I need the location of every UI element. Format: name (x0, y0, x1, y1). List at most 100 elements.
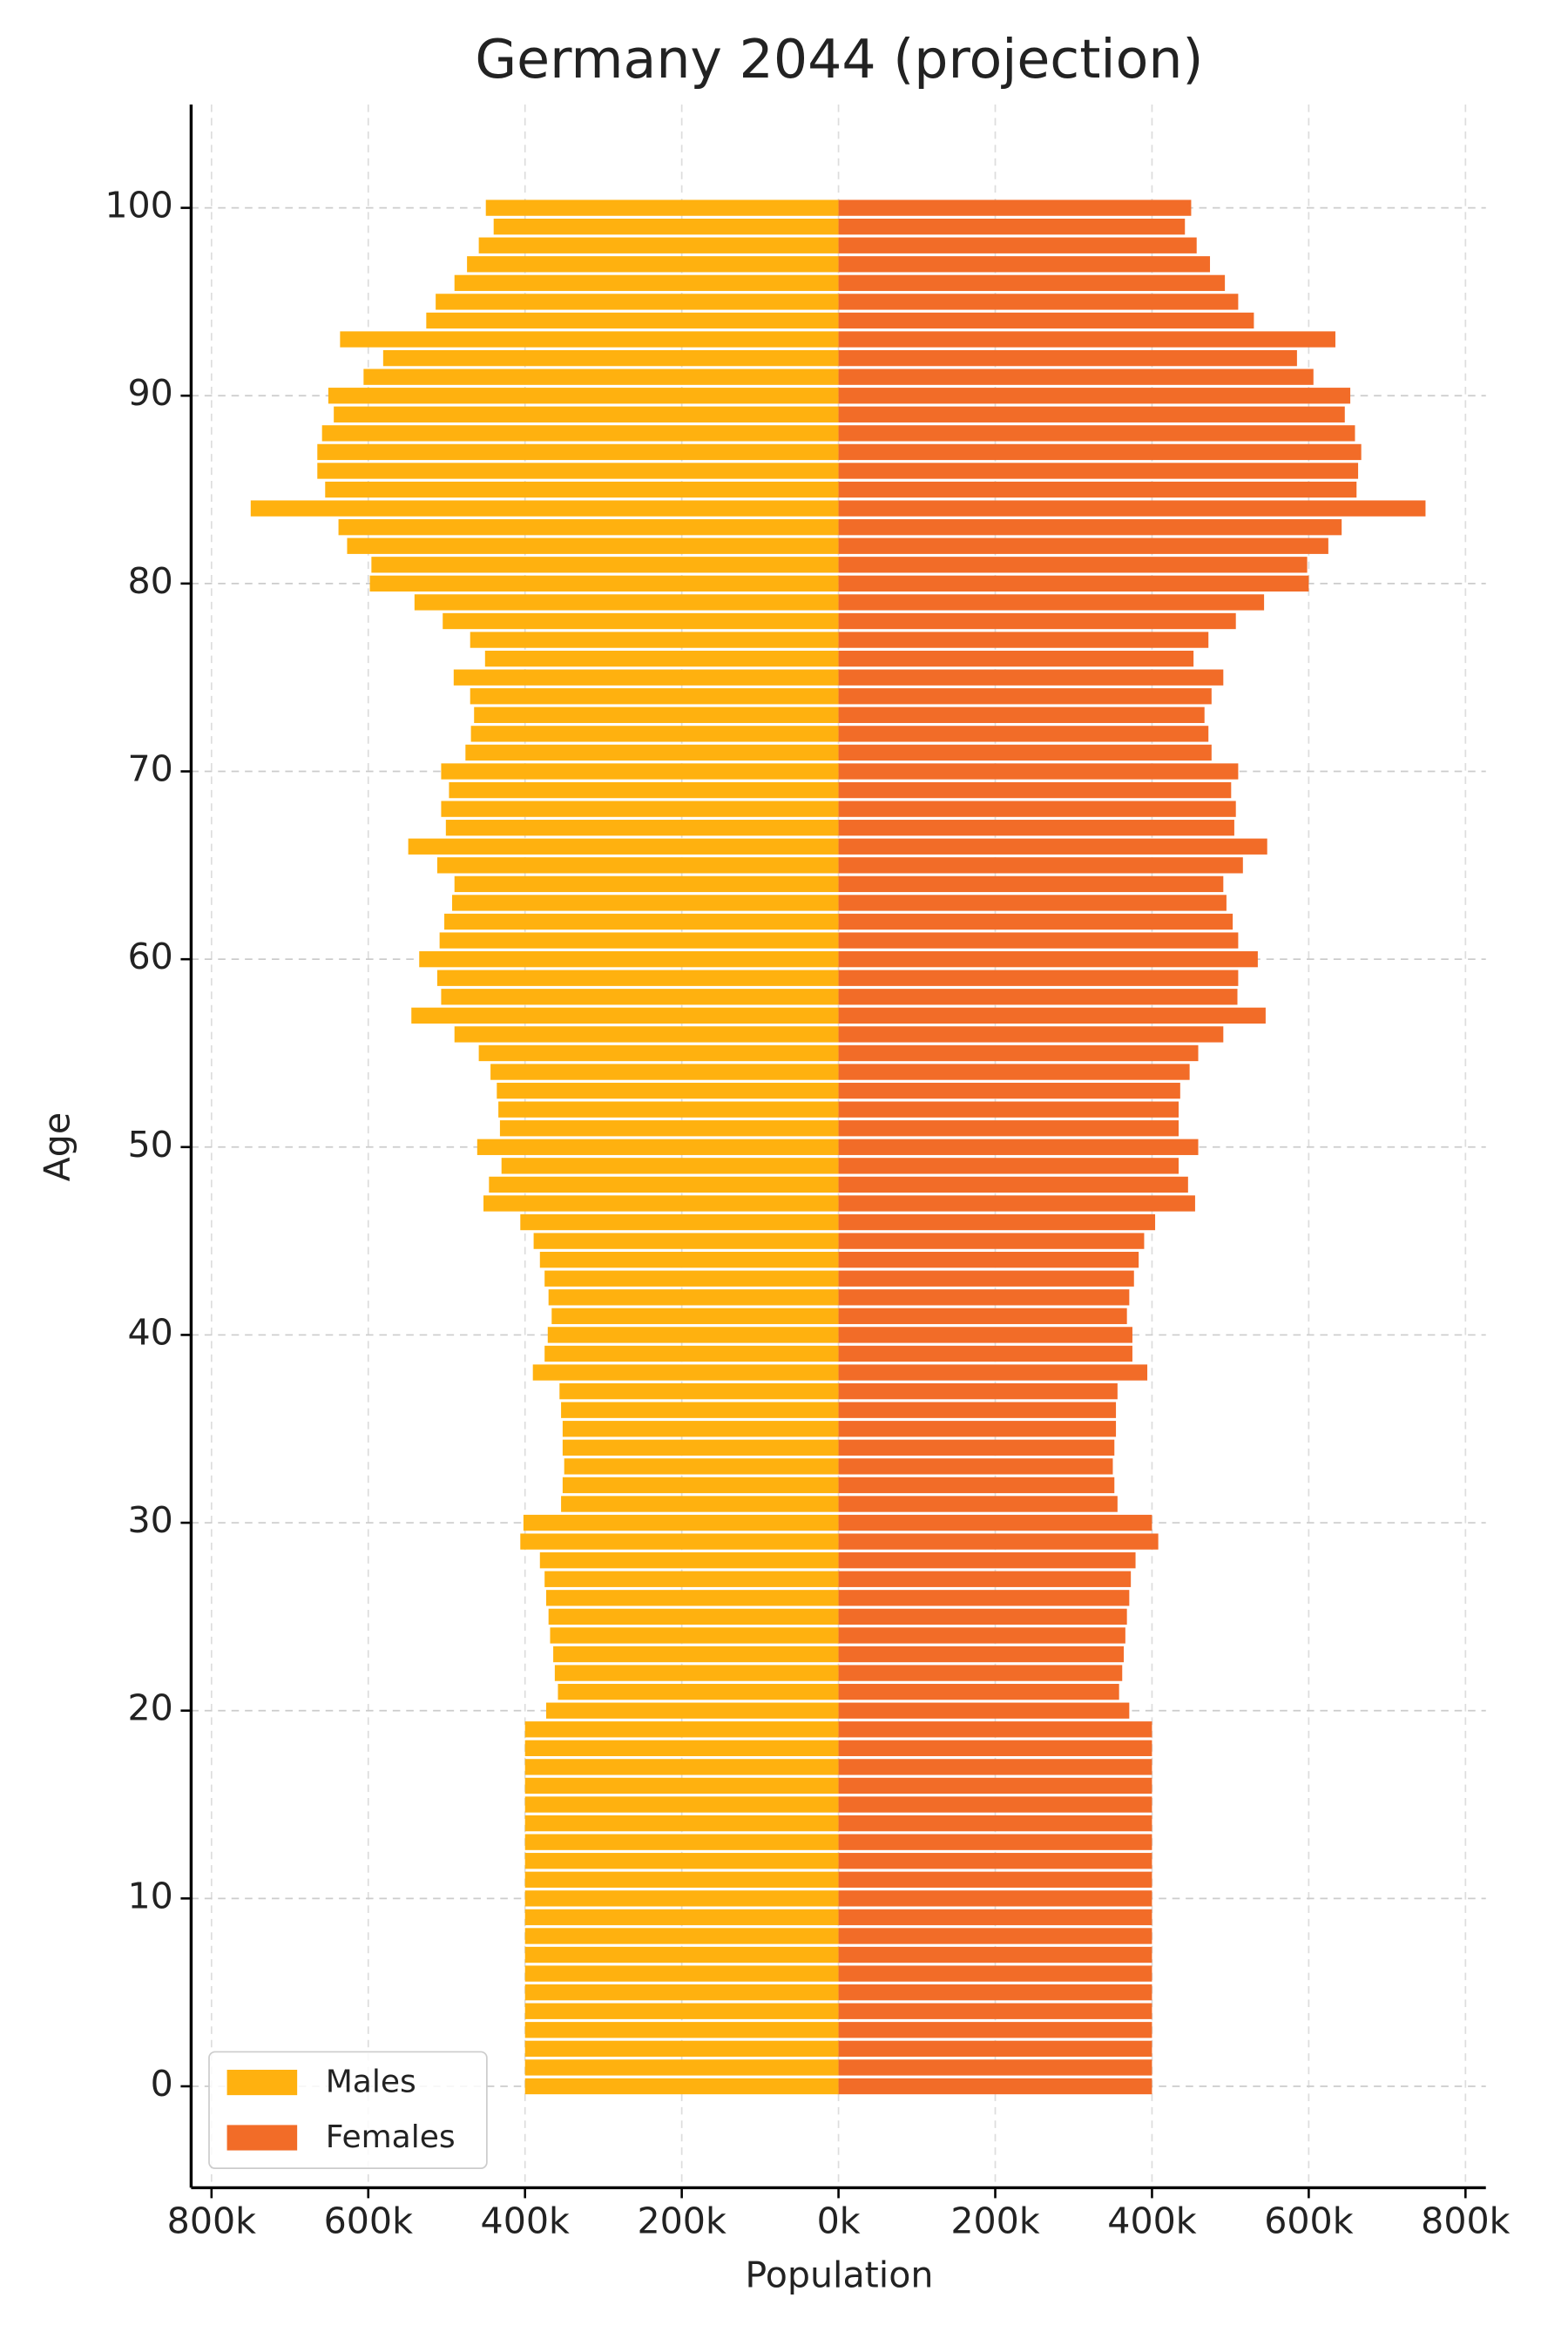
bar (838, 519, 1342, 536)
bar (524, 1965, 839, 1982)
x-tick-label: 0k (817, 2200, 861, 2242)
bar (484, 650, 839, 667)
bar (838, 1702, 1130, 1719)
legend-swatch (226, 2070, 298, 2096)
bar (838, 1402, 1117, 1418)
y-axis-label: Age (37, 1112, 78, 1182)
bar (554, 1665, 839, 1681)
bar (838, 1909, 1152, 1926)
bar (414, 594, 839, 611)
bar (490, 1064, 839, 1080)
bar (363, 368, 839, 385)
bar (838, 1608, 1127, 1625)
bar (545, 1590, 839, 1606)
bar (838, 1777, 1152, 1794)
bar (485, 199, 839, 216)
bar (558, 1683, 839, 1700)
x-axis-label: Population (745, 2254, 933, 2295)
x-tick-label: 800k (1421, 2200, 1510, 2242)
bar (838, 1477, 1115, 1494)
bar (838, 1364, 1148, 1381)
bar (524, 1721, 839, 1738)
bar (426, 312, 839, 329)
bar (562, 1439, 839, 1456)
bar (524, 1759, 839, 1775)
bar (559, 1382, 839, 1400)
bar (371, 557, 839, 573)
bar (838, 1721, 1152, 1738)
bar (449, 781, 839, 799)
bar (499, 1120, 839, 1137)
bar (562, 1477, 839, 1494)
bar (561, 1496, 839, 1512)
bar (838, 331, 1335, 348)
bar (838, 970, 1239, 986)
bar (444, 913, 839, 930)
bar (838, 857, 1243, 874)
y-tick-label: 50 (128, 1124, 173, 1166)
bar (328, 388, 839, 404)
bar (524, 1871, 839, 1888)
bar (838, 1101, 1179, 1118)
y-tick-label: 40 (128, 1311, 173, 1353)
bar (838, 763, 1239, 780)
bar (838, 388, 1351, 404)
bar (838, 1571, 1132, 1587)
bar (436, 294, 839, 310)
bar (544, 1571, 839, 1587)
bar (483, 1195, 839, 1212)
bar (439, 932, 839, 949)
bar (838, 256, 1211, 273)
x-tick-label: 200k (637, 2200, 726, 2242)
bar (369, 575, 839, 592)
bar (838, 650, 1194, 667)
y-tick-label: 60 (128, 936, 173, 977)
bar (334, 406, 839, 422)
bar (838, 1740, 1152, 1756)
bar (838, 1382, 1118, 1400)
bar (250, 500, 839, 517)
bar (838, 594, 1265, 611)
bar (838, 2022, 1152, 2038)
bar (838, 1759, 1152, 1775)
bar (419, 950, 839, 968)
y-tick-label: 90 (128, 372, 173, 414)
y-tick-label: 20 (128, 1687, 173, 1729)
bar (838, 1514, 1152, 1531)
bar (838, 2059, 1152, 2076)
bar (838, 1815, 1152, 1832)
legend-swatch (226, 2125, 298, 2151)
bar (838, 1796, 1152, 1813)
bar (476, 1139, 839, 1155)
bar (524, 1796, 839, 1813)
bar (441, 989, 839, 1005)
y-tick-label: 30 (128, 1499, 173, 1541)
bar (465, 744, 839, 761)
bar (838, 425, 1355, 442)
chart-title: Germany 2044 (projection) (475, 28, 1203, 91)
bar (520, 1213, 839, 1231)
bar (838, 557, 1308, 573)
bar (474, 706, 839, 723)
bar (441, 763, 839, 780)
bar (524, 2040, 839, 2058)
bar (408, 838, 839, 855)
bar (551, 1308, 839, 1325)
bar (838, 950, 1258, 968)
bar (441, 801, 839, 817)
x-tick-label: 400k (1107, 2200, 1196, 2242)
bar (524, 1740, 839, 1756)
y-tick-label: 100 (105, 185, 173, 226)
bar (838, 1270, 1134, 1287)
bar (838, 575, 1309, 592)
legend-label: Males (326, 2064, 416, 2099)
bar (470, 632, 839, 648)
bar (545, 1702, 839, 1719)
bar (338, 519, 839, 536)
bar (838, 274, 1226, 292)
bar (470, 726, 839, 742)
bar (838, 1439, 1115, 1456)
bar (561, 1402, 839, 1418)
